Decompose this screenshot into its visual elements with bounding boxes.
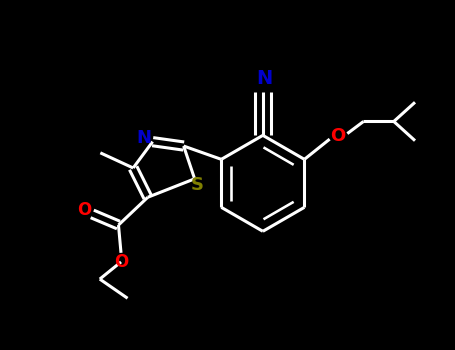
Text: O: O xyxy=(331,127,346,145)
Text: O: O xyxy=(114,253,128,271)
Text: N: N xyxy=(136,129,152,147)
Text: O: O xyxy=(77,201,92,219)
Text: N: N xyxy=(256,69,273,88)
Text: S: S xyxy=(191,176,204,194)
